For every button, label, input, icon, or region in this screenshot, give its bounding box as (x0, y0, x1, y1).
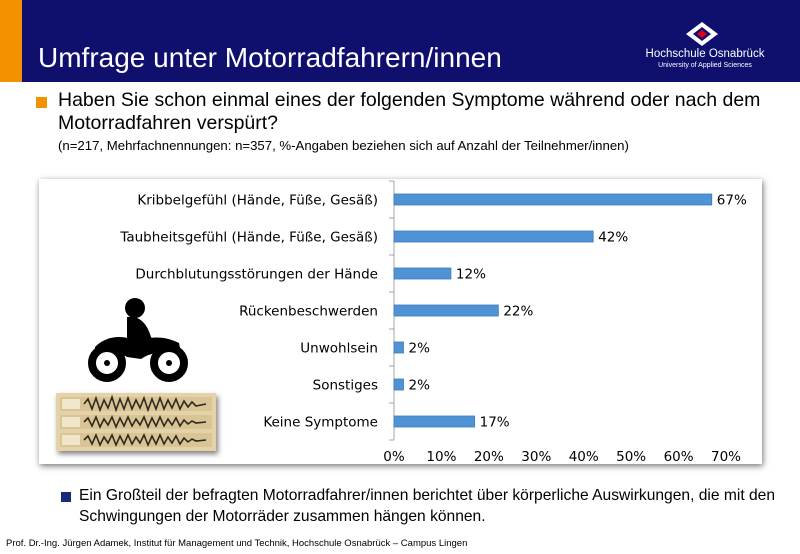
data-label: 2% (408, 341, 430, 357)
motorcycle-icon (88, 298, 188, 382)
x-tick-label: 40% (569, 449, 599, 464)
bar-chart: Kribbelgefühl (Hände, Füße, Gesäß) 67% Tau… (119, 180, 747, 464)
x-tick-label: 70% (711, 449, 741, 464)
category-label: Taubheitsgefühl (Hände, Füße, Gesäß) (119, 230, 378, 246)
data-label: 12% (456, 267, 486, 283)
category-label: Keine Symptome (263, 415, 378, 431)
conclusion-text: Ein Großteil der befragten Motorradfahre… (79, 487, 776, 525)
question-bullet (36, 97, 47, 108)
category-label: Kribbelgefühl (Hände, Füße, Gesäß) (137, 193, 378, 209)
page-title: Umfrage unter Motorradfahrern/innen (38, 42, 502, 73)
bar (393, 341, 404, 354)
bar (393, 267, 452, 280)
hochschule-logo (686, 22, 718, 46)
header-accent (0, 0, 22, 82)
bar (393, 378, 404, 391)
conclusion-bullet (61, 492, 71, 502)
x-tick-label: 20% (474, 449, 504, 464)
sample-note: (n=217, Mehrfachnennungen: n=357, %-Anga… (58, 138, 629, 153)
category-label: Rückenbeschwerden (239, 304, 378, 320)
data-label: 2% (408, 378, 430, 394)
bar (393, 193, 713, 206)
footer-credit: Prof. Dr.-Ing. Jürgen Adamek, Institut f… (6, 538, 468, 549)
data-label: 17% (480, 415, 510, 431)
bar (393, 230, 594, 243)
survey-question: Haben Sie schon einmal eines der folgend… (58, 89, 761, 134)
bar (393, 415, 476, 428)
x-tick-label: 10% (426, 449, 456, 464)
header-bar (0, 0, 800, 82)
logo-subtitle: University of Applied Sciences (658, 62, 752, 69)
category-label: Sonstiges (313, 378, 378, 394)
x-tick-label: 60% (664, 449, 694, 464)
category-label: Unwohlsein (300, 341, 378, 357)
x-tick-label: 50% (616, 449, 646, 464)
category-label: Durchblutungsstörungen der Hände (135, 267, 378, 283)
waveform-image (56, 393, 216, 451)
university-logo: Hochschule Osnabrück University of Appli… (610, 14, 800, 74)
data-label: 22% (503, 304, 533, 320)
bar (393, 304, 499, 317)
data-label: 42% (598, 230, 628, 246)
x-tick-label: 30% (521, 449, 551, 464)
x-tick-label: 0% (383, 449, 405, 464)
data-label: 67% (717, 193, 747, 209)
logo-name: Hochschule Osnabrück (645, 48, 765, 60)
